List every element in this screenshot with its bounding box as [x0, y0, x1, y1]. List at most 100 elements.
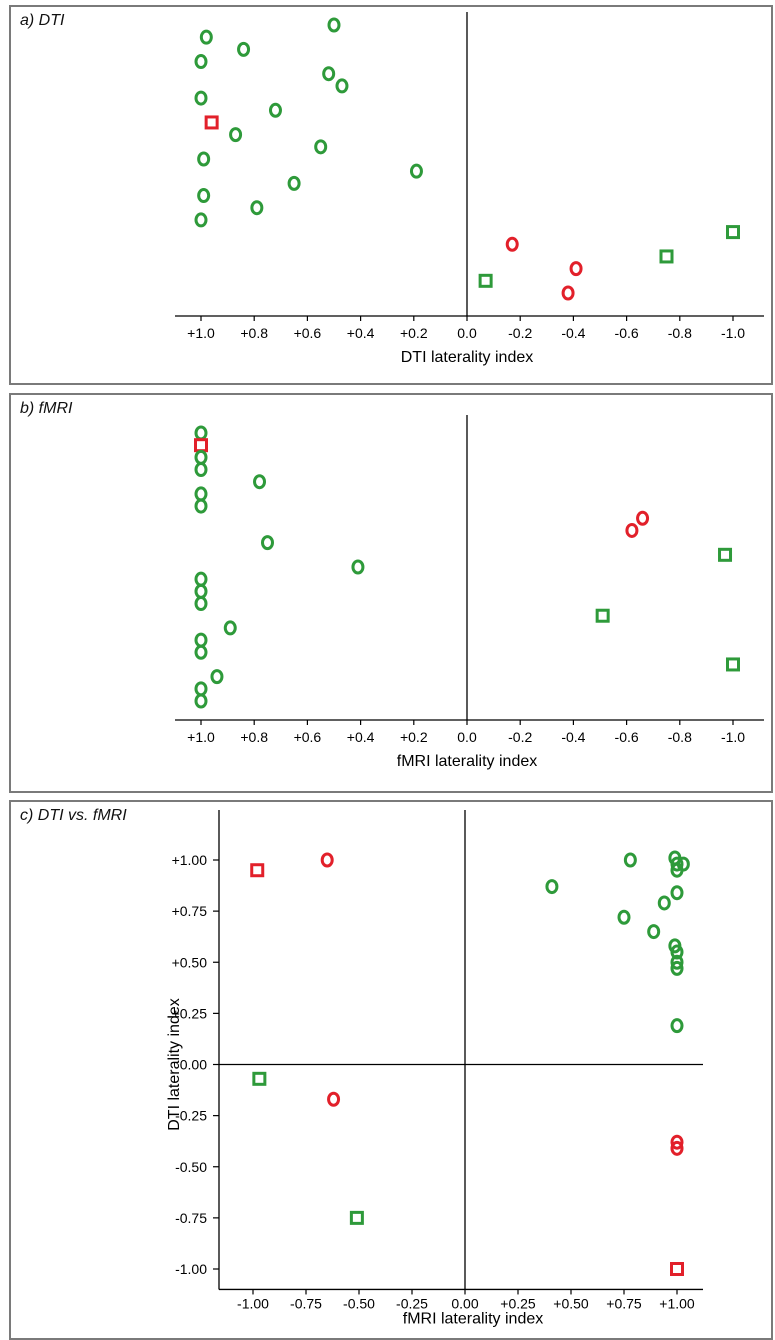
data-point-green: [210, 669, 224, 685]
dti-strip-chart: +1.0 +0.8 +0.6 +0.4 +0.2 0.0 -0.2 -0.4 -0.6 -0.8 -…: [175, 12, 764, 366]
x-tick-label: +1.00: [659, 1295, 695, 1311]
x-tick-label: -1.0: [721, 729, 745, 745]
data-point-green: [351, 559, 365, 575]
panel-c-dti-vs-fmri: c) DTI vs. fMRI +1.00 +0.75 +0.50 +0.25 0.00…: [9, 800, 773, 1340]
data-point-green: [194, 644, 208, 660]
data-point-green: [670, 954, 684, 970]
data-point-green: [223, 620, 237, 636]
data-point-green: [253, 474, 267, 490]
data-point-green: [659, 249, 674, 264]
panel-title: a) DTI: [20, 12, 65, 29]
data-point-green: [194, 462, 208, 478]
y-tick-label: 0.00: [180, 1057, 207, 1073]
data-point-green: [322, 66, 336, 82]
y-tick-label: -0.75: [175, 1210, 207, 1226]
x-tick-label: +0.6: [294, 325, 322, 341]
data-point-green: [194, 212, 208, 228]
data-point-green: [194, 632, 208, 648]
data-point-green: [349, 1210, 364, 1225]
x-tick-label: -0.75: [290, 1295, 322, 1311]
data-point-green: [335, 78, 349, 94]
data-point-green: [726, 657, 740, 672]
x-tick-label: +0.25: [500, 1295, 536, 1311]
data-point-green: [718, 547, 733, 562]
data-point-green: [409, 163, 423, 179]
data-point-green: [670, 885, 684, 901]
y-tick-label: +0.50: [172, 954, 208, 970]
data-point-green: [194, 90, 208, 106]
x-tick-label: -0.2: [508, 325, 532, 341]
data-point-green: [726, 225, 740, 240]
data-point-green: [194, 54, 208, 70]
data-point-green: [194, 425, 208, 441]
x-tick-label: 0.0: [457, 729, 477, 745]
data-point-green: [268, 102, 282, 118]
y-tick-label: +0.25: [172, 1005, 208, 1021]
x-tick-label: +1.0: [187, 729, 215, 745]
data-point-green: [647, 924, 661, 940]
data-point-red: [670, 1262, 684, 1276]
data-point-green: [670, 960, 684, 976]
x-tick-label: -0.2: [508, 729, 532, 745]
fmri-strip-chart: +1.0 +0.8 +0.6 +0.4 +0.2 0.0 -0.2 -0.4 -0.6 -0.8 -…: [175, 415, 764, 770]
x-tick-label: -1.00: [237, 1295, 269, 1311]
x-axis-label: fMRI laterality index: [397, 753, 538, 770]
data-point-green: [670, 862, 684, 878]
data-point-green: [194, 596, 208, 612]
data-point-red: [561, 285, 575, 301]
data-point-green: [194, 486, 208, 502]
data-point-green: [670, 1018, 684, 1034]
x-tick-label: +0.6: [294, 729, 322, 745]
x-tick-label: -0.8: [668, 729, 692, 745]
x-tick-label: +0.50: [553, 1295, 589, 1311]
data-point-red: [194, 438, 208, 453]
panel-title: c) DTI vs. fMRI: [20, 807, 127, 824]
x-tick-label: +0.2: [400, 325, 428, 341]
data-point-red: [204, 115, 219, 130]
data-point-red: [250, 863, 265, 878]
x-tick-label: -0.4: [561, 325, 585, 341]
x-tick-label: +0.4: [347, 325, 375, 341]
x-tick-label: 0.00: [451, 1295, 478, 1311]
data-point-green: [194, 681, 208, 697]
x-tick-label: -0.6: [615, 729, 639, 745]
data-point-green: [670, 856, 684, 872]
data-point-green: [287, 175, 301, 191]
panel-a-dti: a) DTI +1.0 +0.8 +0.6 +0.4 +0.2 0.0 -0.2 -0.4 -0…: [9, 5, 773, 385]
data-point-green: [314, 139, 328, 155]
y-tick-label: -0.50: [175, 1159, 207, 1175]
data-point-red: [670, 1140, 684, 1156]
data-point-green: [252, 1071, 267, 1086]
x-tick-label: +0.75: [606, 1295, 642, 1311]
data-point-red: [505, 236, 519, 252]
data-point-green: [229, 127, 243, 143]
data-point-green: [197, 151, 211, 167]
data-point-green: [623, 852, 637, 868]
data-point-green: [194, 571, 208, 587]
data-point-green: [617, 909, 631, 925]
x-tick-label: -0.6: [615, 325, 639, 341]
x-tick-label: +0.4: [347, 729, 375, 745]
data-point-green: [595, 608, 610, 623]
data-point-green: [261, 535, 274, 551]
panel-b-fmri: b) fMRI +1.0 +0.8 +0.6 +0.4 +0.2 0.0 -0.2 -0.4 -…: [9, 393, 773, 793]
x-tick-label: -0.50: [343, 1295, 375, 1311]
x-tick-label: -1.0: [721, 325, 745, 341]
y-tick-label: -1.00: [175, 1261, 207, 1277]
x-axis-label: fMRI laterality index: [403, 1310, 544, 1327]
x-tick-label: +0.2: [400, 729, 428, 745]
data-point-green: [237, 41, 251, 57]
x-tick-label: -0.4: [561, 729, 585, 745]
x-axis-label: DTI laterality index: [401, 349, 534, 366]
x-tick-label: -0.25: [396, 1295, 428, 1311]
data-point-green: [327, 17, 341, 33]
data-point-green: [194, 583, 208, 599]
data-point-green: [197, 188, 211, 204]
x-tick-label: 0.0: [457, 325, 477, 341]
data-point-green: [194, 498, 208, 514]
data-point-red: [327, 1091, 341, 1107]
x-tick-label: +1.0: [187, 325, 215, 341]
data-point-green: [657, 895, 671, 911]
data-point-green: [194, 449, 208, 465]
y-tick-label: -0.25: [175, 1108, 207, 1124]
